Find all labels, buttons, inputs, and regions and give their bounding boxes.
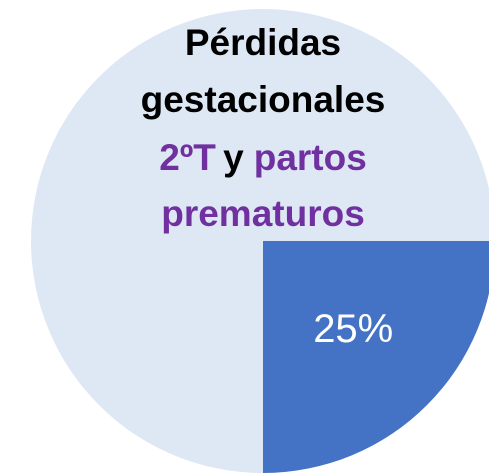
title-segment: gestacionales xyxy=(141,79,386,120)
chart-title: Pérdidas xyxy=(185,22,341,63)
title-segment: Pérdidas xyxy=(185,22,341,63)
title-segment: 2ºT xyxy=(159,137,216,178)
title-segment: y xyxy=(223,137,244,178)
chart-title: 2ºT y partos xyxy=(159,137,367,178)
chart-title: prematuros xyxy=(161,193,365,234)
value-label: 25% xyxy=(313,307,393,351)
chart-title: gestacionales xyxy=(141,79,386,120)
pie-slice xyxy=(263,241,489,473)
title-segment: prematuros xyxy=(161,193,365,234)
pie-slice xyxy=(31,9,489,473)
title-segment: partos xyxy=(254,137,367,178)
